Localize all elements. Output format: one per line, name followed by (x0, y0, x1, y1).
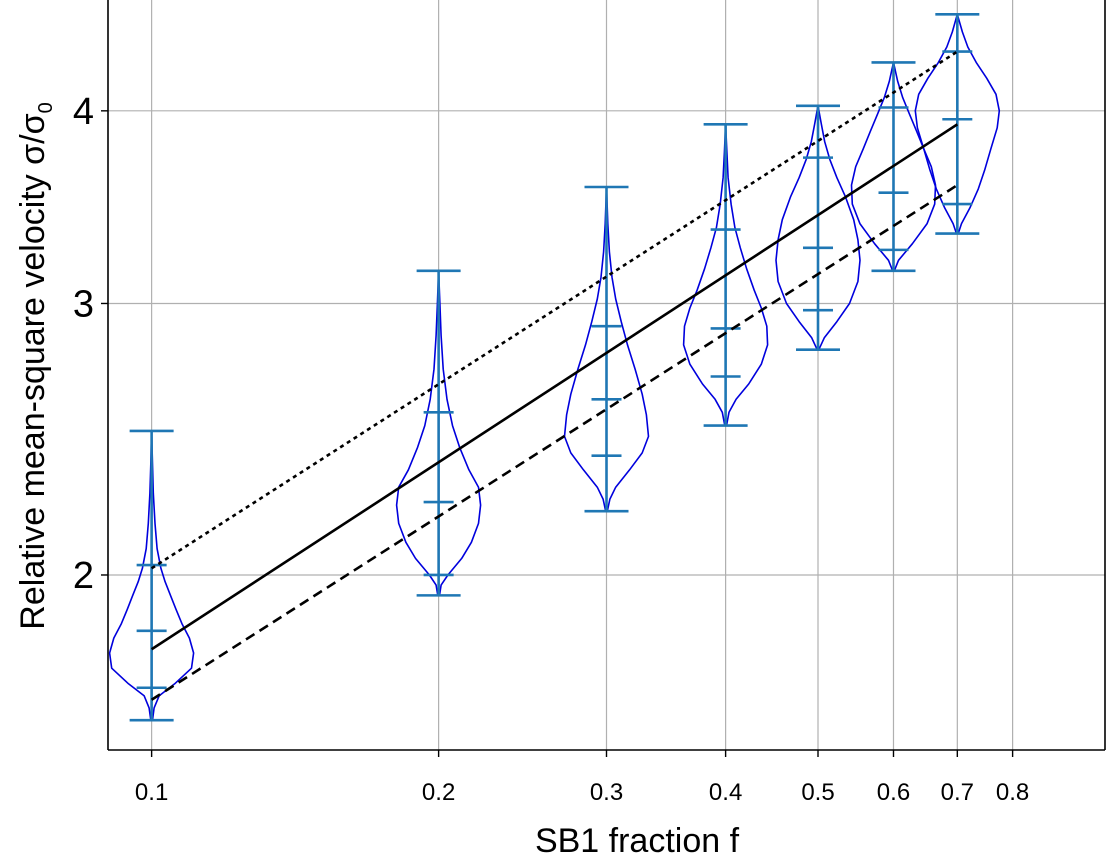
y-tick-label-0: 2 (73, 555, 94, 597)
y-tick-label-1: 3 (73, 283, 94, 325)
x-axis-label: SB1 fraction f (535, 822, 740, 860)
x-tick-label-3: 0.4 (709, 779, 742, 806)
fit-line-dotted (150, 50, 959, 570)
svg-text:Relative mean-square velocity: Relative mean-square velocity σ/σ0 (14, 102, 57, 629)
fit-lines (150, 50, 959, 701)
y-axis-label-subscript: 0 (35, 102, 57, 113)
x-tick-label-5: 0.6 (877, 779, 910, 806)
errorbars (129, 13, 980, 722)
x-tick-labels: 0.1 0.2 0.3 0.4 0.5 0.6 0.7 0.8 (135, 750, 1029, 806)
x-tick-label-0: 0.1 (135, 779, 168, 806)
x-tick-label-1: 0.2 (422, 779, 455, 806)
fit-line-dashed (150, 184, 959, 701)
y-axis-label: Relative mean-square velocity σ/σ (14, 113, 52, 629)
fit-line-solid (150, 123, 959, 651)
violins (108, 13, 1001, 721)
violin-body-4 (775, 105, 861, 351)
y-axis-label-group: Relative mean-square velocity σ/σ0 (14, 102, 57, 629)
x-tick-label-4: 0.5 (801, 779, 834, 806)
x-tick-label-6: 0.7 (941, 779, 974, 806)
y-tick-label-2: 4 (73, 91, 94, 133)
x-tick-label-2: 0.3 (590, 779, 623, 806)
x-tick-label-7: 0.8 (996, 779, 1029, 806)
violin-body-6 (914, 13, 1001, 235)
y-tick-labels: 2 3 4 (73, 91, 108, 597)
